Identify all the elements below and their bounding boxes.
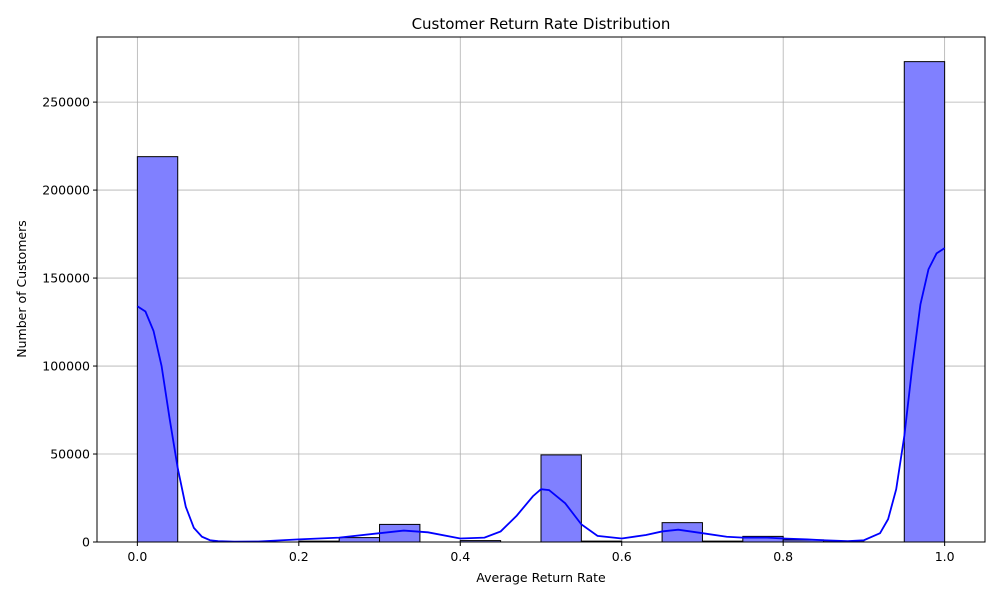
histogram-bar-10 (540, 454, 582, 543)
x-tick-label-1: 0.2 (289, 549, 309, 564)
histogram-bar-19 (903, 61, 946, 543)
y-tick-label-0: 0 (82, 535, 90, 550)
x-tick-label-0: 0.0 (127, 549, 147, 564)
y-tick-label-2: 100000 (42, 359, 90, 374)
x-axis-label: Average Return Rate (476, 570, 606, 585)
kde-curve (136, 247, 946, 543)
y-tick-label-4: 200000 (42, 183, 90, 198)
plot-area-frame (96, 36, 986, 543)
y-axis-label: Number of Customers (14, 220, 29, 357)
x-tick-label-2: 0.4 (450, 549, 470, 564)
chart-title: Customer Return Rate Distribution (412, 15, 671, 33)
x-tick-label-4: 0.8 (773, 549, 793, 564)
histogram-bar-5 (338, 537, 381, 543)
y-tick-label-5: 250000 (42, 95, 90, 110)
x-tick-label-3: 0.6 (612, 549, 632, 564)
axis-ticks: 0.0 0.2 0.4 0.6 0.8 1.0 0 50000 100000 150000 2000… (42, 95, 954, 564)
x-tick-label-5: 1.0 (935, 549, 955, 564)
kde-curve-layer (136, 247, 946, 543)
y-tick-label-1: 50000 (50, 447, 90, 462)
y-tick-label-3: 150000 (42, 271, 90, 286)
